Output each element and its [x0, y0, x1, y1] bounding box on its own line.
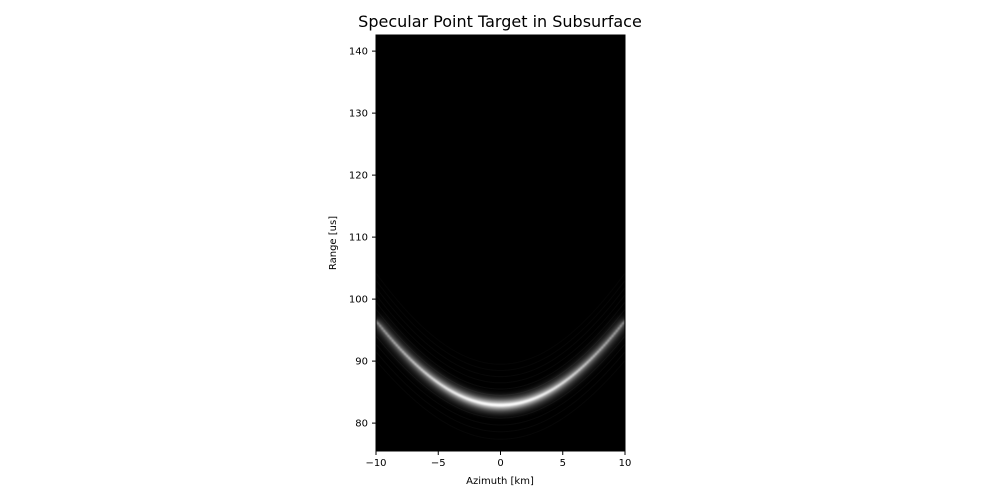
- plot-area: [376, 35, 625, 451]
- x-tick-label: 0: [497, 458, 503, 469]
- chart-title: Specular Point Target in Subsurface: [358, 12, 642, 31]
- y-axis-label: Range [us]: [328, 216, 339, 270]
- y-tick-label: 100: [349, 295, 368, 306]
- y-tick-label: 120: [349, 171, 368, 182]
- y-tick-label: 80: [355, 419, 368, 430]
- ringing-echo: [376, 308, 625, 396]
- y-tick-label: 140: [349, 47, 368, 58]
- y-tick-label: 90: [355, 357, 368, 368]
- y-tick-label: 130: [349, 109, 368, 120]
- y-tick-label: 110: [349, 233, 368, 244]
- x-axis: −10 −5 0 5 10: [365, 451, 631, 469]
- x-tick-label: 10: [619, 458, 632, 469]
- x-tick-label: −10: [365, 458, 386, 469]
- x-tick-label: 5: [560, 458, 566, 469]
- radargram-image: [376, 308, 625, 410]
- y-axis: 80 90 100 110 120 130 140: [349, 47, 376, 430]
- x-tick-label: −5: [431, 458, 446, 469]
- x-axis-label: Azimuth [km]: [466, 476, 534, 487]
- reflection-core: [376, 319, 625, 407]
